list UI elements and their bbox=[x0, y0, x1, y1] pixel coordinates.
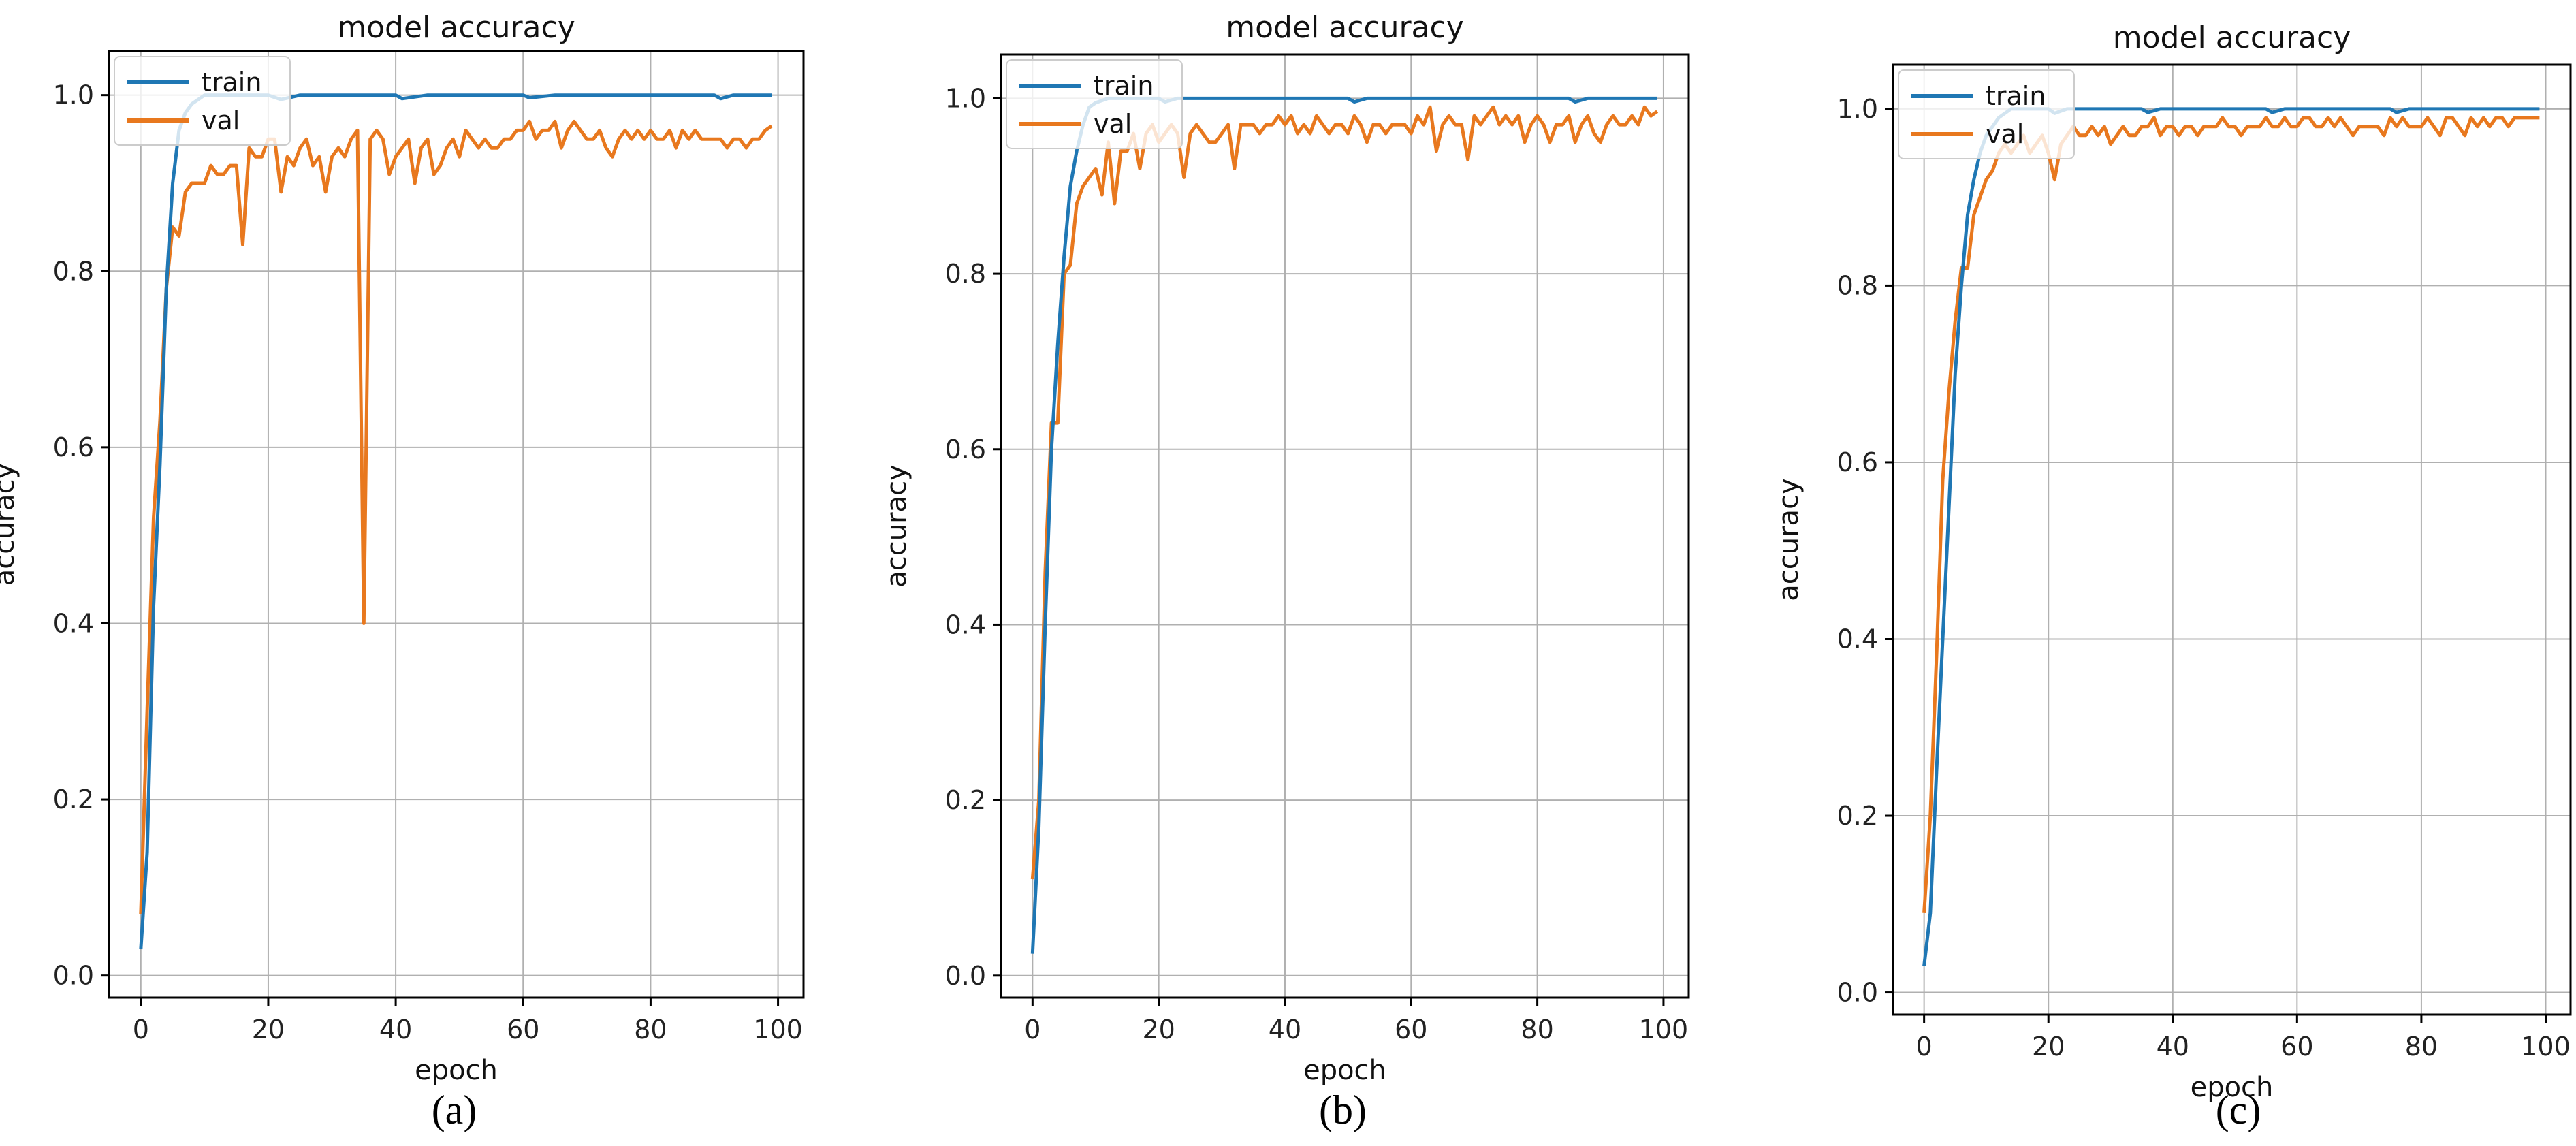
x-tick-label: 0 bbox=[1024, 1015, 1040, 1045]
axes-frame bbox=[1892, 63, 2572, 1016]
x-tick-label: 20 bbox=[1142, 1015, 1175, 1045]
x-tick-label: 20 bbox=[252, 1015, 285, 1045]
y-axis-label: accuracy bbox=[1773, 478, 1804, 601]
series-line-val bbox=[1030, 105, 1659, 880]
x-tick-label: 80 bbox=[2405, 1032, 2438, 1062]
x-tick-label: 60 bbox=[2280, 1032, 2313, 1062]
legend-label-train: train bbox=[1094, 71, 1154, 101]
x-tick-label: 40 bbox=[1269, 1015, 1301, 1045]
y-tick-label: 0.6 bbox=[53, 432, 94, 462]
axes-frame bbox=[108, 50, 805, 999]
caption-b: (b) bbox=[1319, 1087, 1367, 1132]
x-tick-label: 60 bbox=[507, 1015, 539, 1045]
x-tick-label: 0 bbox=[133, 1015, 149, 1045]
y-tick-label: 0.2 bbox=[53, 784, 94, 814]
x-tick-label: 40 bbox=[2157, 1032, 2189, 1062]
y-tick-label: 0.4 bbox=[1837, 624, 1878, 654]
legend-label-train: train bbox=[202, 67, 261, 97]
legend-box bbox=[1898, 69, 2075, 159]
y-tick-label: 0.0 bbox=[53, 961, 94, 991]
x-tick-label: 80 bbox=[1521, 1015, 1553, 1045]
y-tick-label: 0.2 bbox=[1837, 801, 1878, 831]
y-tick-label: 1.0 bbox=[1837, 94, 1878, 124]
y-tick-label: 1.0 bbox=[53, 80, 94, 110]
y-tick-label: 0.6 bbox=[945, 434, 986, 464]
x-tick-label: 60 bbox=[1395, 1015, 1427, 1045]
y-tick-label: 0.0 bbox=[1837, 978, 1878, 1008]
chart-title: model accuracy bbox=[1226, 10, 1464, 45]
x-tick-label: 0 bbox=[1916, 1032, 1933, 1062]
y-axis-label: accuracy bbox=[881, 464, 912, 587]
x-axis-label: epoch bbox=[2191, 1072, 2274, 1103]
chart-title: model accuracy bbox=[2113, 20, 2351, 55]
y-tick-label: 0.8 bbox=[945, 259, 986, 289]
y-tick-label: 0.6 bbox=[1837, 447, 1878, 477]
chart-panel-a: 0 20 40 60 80 100 0.0 0.2 0.4 0.6 0.8 1.0 model accu… bbox=[0, 10, 805, 1086]
series-line-val bbox=[139, 119, 773, 914]
captions: (a) (b) (c) bbox=[432, 1087, 2261, 1132]
legend-label-train: train bbox=[1986, 81, 2046, 111]
chart-title: model accuracy bbox=[337, 10, 575, 45]
x-tick-label: 100 bbox=[753, 1015, 803, 1045]
x-tick-label: 80 bbox=[634, 1015, 667, 1045]
legend-label-val: val bbox=[1986, 119, 2024, 149]
legend: train val bbox=[1006, 59, 1183, 149]
y-tick-label: 0.0 bbox=[945, 961, 986, 991]
legend: train val bbox=[114, 56, 291, 146]
x-tick-label: 40 bbox=[379, 1015, 412, 1045]
y-tick-label: 1.0 bbox=[945, 83, 986, 113]
chart-panel-b: 0 20 40 60 80 100 0.0 0.2 0.4 0.6 0.8 1.0 model accu… bbox=[881, 10, 1690, 1086]
y-tick-label: 0.2 bbox=[945, 785, 986, 815]
x-axis-label: epoch bbox=[415, 1055, 498, 1086]
y-tick-label: 0.8 bbox=[53, 256, 94, 286]
x-tick-label: 100 bbox=[1639, 1015, 1689, 1045]
legend-box bbox=[114, 56, 291, 146]
y-tick-label: 0.4 bbox=[53, 608, 94, 638]
legend-box bbox=[1006, 59, 1183, 149]
caption-a: (a) bbox=[432, 1087, 477, 1132]
legend: train val bbox=[1898, 69, 2075, 159]
y-tick-label: 0.4 bbox=[945, 609, 986, 639]
panels: 0 20 40 60 80 100 0.0 0.2 0.4 0.6 0.8 1.0 model accu… bbox=[0, 10, 2572, 1103]
axes-frame bbox=[1000, 53, 1690, 999]
x-axis-label: epoch bbox=[1303, 1055, 1386, 1086]
y-axis-label: accuracy bbox=[0, 463, 20, 586]
caption-c: (c) bbox=[2216, 1087, 2261, 1132]
x-tick-label: 20 bbox=[2032, 1032, 2065, 1062]
legend-label-val: val bbox=[202, 106, 240, 136]
x-tick-label: 100 bbox=[2521, 1032, 2571, 1062]
y-tick-label: 0.8 bbox=[1837, 270, 1878, 300]
chart-panel-c: 0 20 40 60 80 100 0.0 0.2 0.4 0.6 0.8 1.0 model accu… bbox=[1773, 20, 2572, 1103]
legend-label-val: val bbox=[1094, 109, 1132, 139]
